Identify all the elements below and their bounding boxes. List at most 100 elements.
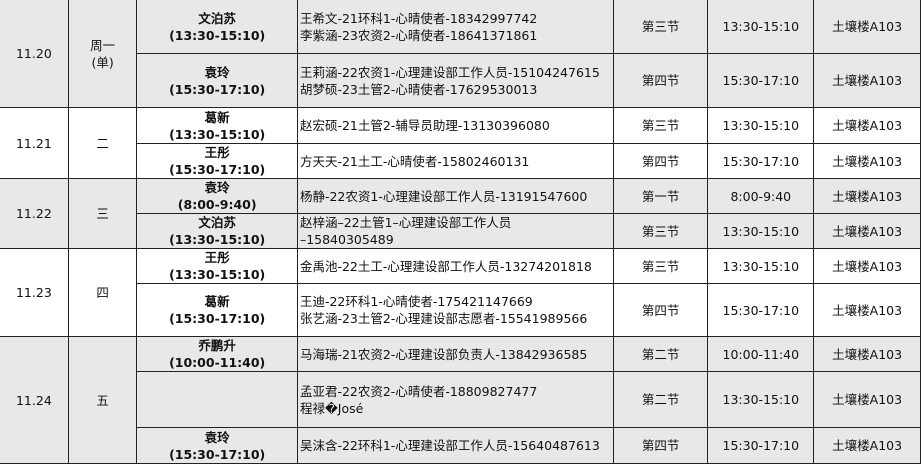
- room-cell: 土壤楼A103: [813, 427, 921, 464]
- teacher-cell: 文泊苏 (13:30-15:10): [136, 213, 298, 249]
- hours-cell: 13:30-15:10: [707, 0, 815, 54]
- teacher-name: 葛新: [204, 109, 230, 125]
- teacher-time: (13:30-15:10): [169, 27, 266, 43]
- teacher-name: 袁玲: [204, 180, 230, 195]
- assistants-cell: 吴沫含-22环科1-心理建设部工作人员-15640487613: [296, 427, 614, 464]
- period-cell: 第三节: [612, 0, 709, 54]
- assistant-entry: 金禹池-22土工-心理建设部工作人员-13274201818: [299, 258, 592, 274]
- hours-cell: 10:00-11:40: [707, 336, 815, 372]
- room-cell: 土壤楼A103: [813, 336, 921, 372]
- assistants-cell: 赵梓涵–22土管1–心理建设部工作人员 –15840305489: [296, 213, 614, 249]
- teacher-name: 王彤: [204, 145, 230, 160]
- teacher-cell: 袁玲 (15:30-17:10): [136, 427, 298, 464]
- room-cell: 土壤楼A103: [813, 53, 921, 108]
- assistant-entry: 马海瑞-21农资2-心理建设部负责人-13842936585: [299, 346, 588, 362]
- assistant-entry: 孟亚君-22农资2-心晴使者-18809827477: [299, 383, 538, 399]
- period-cell: 第三节: [612, 213, 709, 249]
- teacher-cell: 袁玲 (8:00-9:40): [136, 178, 298, 214]
- assistant-entry: 程禄�José: [299, 400, 364, 416]
- period-cell: 第四节: [612, 427, 709, 464]
- assistant-entry: 王希文-21环科1-心晴使者-18342997742: [299, 10, 538, 26]
- room-cell: 土壤楼A103: [813, 213, 921, 249]
- hours-cell: 15:30-17:10: [707, 53, 815, 108]
- teacher-time: (8:00-9:40): [177, 197, 257, 212]
- teacher-cell: 王彤 (15:30-17:10): [136, 143, 298, 179]
- teacher-cell: 袁玲 (15:30-17:10): [136, 53, 298, 108]
- assistant-entry: 赵宏硕-21土管2-辅导员助理-13130396080: [299, 118, 550, 133]
- weekday-cell: 三: [67, 178, 138, 249]
- room-cell: 土壤楼A103: [813, 248, 921, 284]
- teacher-time: (13:30-15:10): [169, 232, 266, 247]
- weekday-cell: 五: [67, 336, 138, 464]
- teacher-cell: 王彤 (13:30-15:10): [136, 248, 298, 284]
- teacher-time: (15:30-17:10): [169, 162, 266, 177]
- hours-cell: 13:30-15:10: [707, 107, 815, 144]
- assistants-cell: 马海瑞-21农资2-心理建设部负责人-13842936585: [296, 336, 614, 372]
- period-cell: 第四节: [612, 283, 709, 337]
- room-cell: 土壤楼A103: [813, 283, 921, 337]
- teacher-name: 乔鹏升: [198, 338, 236, 353]
- room-cell: 土壤楼A103: [813, 143, 921, 179]
- schedule-row: 11.24 五 乔鹏升 (10:00-11:40) 马海瑞-21农资2-心理建设部负责人…: [0, 336, 921, 464]
- assistants-cell: 王莉涵-22农资1-心理建设部工作人员-15104247615 胡梦硕-23土管2…: [296, 53, 614, 108]
- teacher-time: (13:30-15:10): [169, 126, 266, 142]
- assistant-entry: 胡梦硕-23土管2-心晴使者-17629530013: [299, 81, 538, 97]
- period-cell: 第一节: [612, 178, 709, 214]
- date-cell: 11.21: [0, 107, 69, 179]
- room-cell: 土壤楼A103: [813, 371, 921, 428]
- assistant-entry: 张艺涵-23土管2-心理建设部志愿者-15541989566: [299, 311, 588, 326]
- teacher-time: (10:00-11:40): [169, 355, 266, 370]
- hours-cell: 15:30-17:10: [707, 427, 815, 464]
- hours-cell: 8:00-9:40: [707, 178, 815, 214]
- teacher-cell: 葛新 (15:30-17:10): [136, 283, 298, 337]
- teacher-time: (13:30-15:10): [169, 267, 266, 282]
- schedule-row: 孟亚君-22农资2-心晴使者-18809827477 程禄�José 第二节 13:3…: [0, 371, 921, 428]
- assistant-entry: 方天天-21土工-心晴使者-15802460131: [299, 153, 530, 169]
- assistants-cell: 方天天-21土工-心晴使者-15802460131: [296, 143, 614, 179]
- period-cell: 第三节: [612, 107, 709, 144]
- period-cell: 第四节: [612, 143, 709, 179]
- schedule-row: 袁玲 (15:30-17:10) 吴沫含-22环科1-心理建设部工作人员-15640…: [0, 427, 921, 464]
- room-cell: 土壤楼A103: [813, 178, 921, 214]
- assistant-entry: 李紫涵-23农资2-心晴使者-18641371861: [299, 27, 538, 43]
- teacher-time: (15:30-17:10): [169, 81, 266, 97]
- teacher-cell: 乔鹏升 (10:00-11:40): [136, 336, 298, 372]
- period-cell: 第二节: [612, 371, 709, 428]
- assistants-cell: 孟亚君-22农资2-心晴使者-18809827477 程禄�José: [296, 371, 614, 428]
- schedule-row: 11.21 二葛新 (13:30-15:10) 赵宏硕-21土管2-辅导员助理-131…: [0, 107, 921, 179]
- schedule-row: 袁玲 (15:30-17:10) 王莉涵-22农资1-心理建设部工作人员-15104…: [0, 53, 921, 108]
- room-cell: 土壤楼A103: [813, 107, 921, 144]
- hours-cell: 13:30-15:10: [707, 248, 815, 284]
- teacher-name: 葛新: [204, 294, 230, 309]
- date-cell: 11.22: [0, 178, 69, 249]
- assistant-entry: –15840305489: [299, 232, 394, 247]
- date-cell: 11.23: [0, 248, 69, 337]
- schedule-row: 葛新 (15:30-17:10) 王迪-22环科1-心晴使者-17542114766…: [0, 283, 921, 337]
- teacher-cell: 文泊苏 (13:30-15:10): [136, 0, 298, 54]
- weekday-cell: 四: [67, 248, 138, 337]
- teacher-name: 袁玲: [204, 64, 230, 80]
- assistant-entry: 吴沫含-22环科1-心理建设部工作人员-15640487613: [299, 438, 600, 453]
- schedule-row: 文泊苏 (13:30-15:10) 赵梓涵–22土管1–心理建设部工作人员 –1584…: [0, 213, 921, 249]
- period-cell: 第三节: [612, 248, 709, 284]
- hours-cell: 15:30-17:10: [707, 283, 815, 337]
- assistants-cell: 王希文-21环科1-心晴使者-18342997742 李紫涵-23农资2-心晴使者…: [296, 0, 614, 54]
- assistants-cell: 杨静-22农资1-心理建设部工作人员-13191547600: [296, 178, 614, 214]
- hours-cell: 13:30-15:10: [707, 371, 815, 428]
- period-cell: 第二节: [612, 336, 709, 372]
- schedule-row: 11.22 三 袁玲 (8:00-9:40) 杨静-22农资1-心理建设部工作人员-13…: [0, 178, 921, 249]
- room-cell: 土壤楼A103: [813, 0, 921, 54]
- assistants-cell: 赵宏硕-21土管2-辅导员助理-13130396080: [296, 107, 614, 144]
- assistants-cell: 王迪-22环科1-心晴使者-175421147669 张艺涵-23土管2-心理建设…: [296, 283, 614, 337]
- schedule-row: 11.23 四 王彤 (13:30-15:10) 金禹池-22土工-心理建设部工作人员-…: [0, 248, 921, 337]
- assistant-entry: 杨静-22农资1-心理建设部工作人员-13191547600: [299, 188, 588, 204]
- hours-cell: 15:30-17:10: [707, 143, 815, 179]
- teacher-name: 文泊苏: [198, 10, 236, 26]
- hours-cell: 13:30-15:10: [707, 213, 815, 249]
- teacher-name: 袁玲: [204, 429, 230, 445]
- weekday-cell: 周一 (单): [67, 0, 138, 108]
- schedule-row: 11.20 周一 (单) 文泊苏 (13:30-15:10) 王希文-21环科1-心晴使…: [0, 0, 921, 108]
- date-cell: 11.24: [0, 336, 69, 464]
- teacher-name: 文泊苏: [198, 215, 236, 230]
